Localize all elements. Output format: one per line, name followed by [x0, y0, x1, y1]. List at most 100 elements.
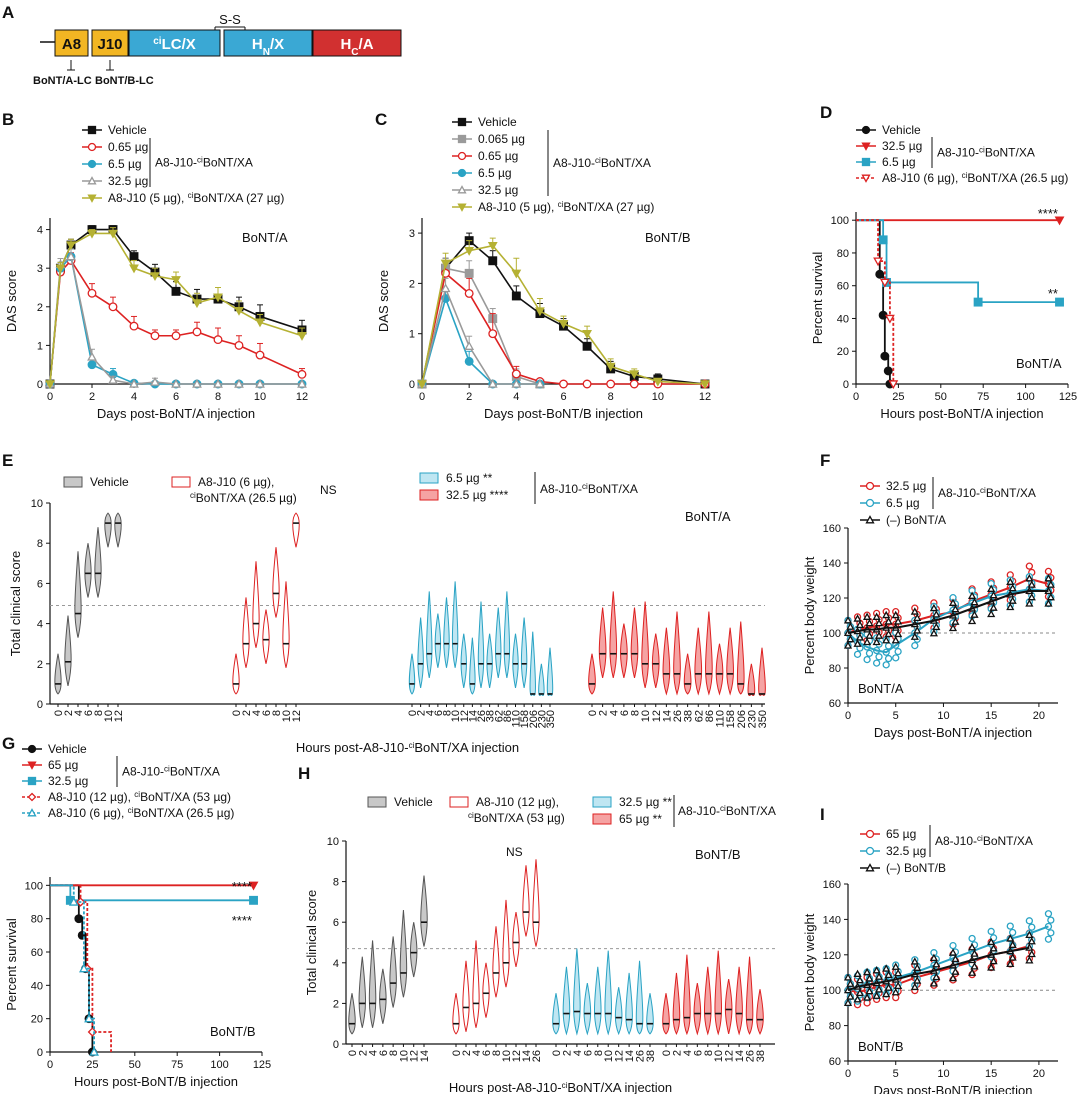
data-point	[488, 329, 498, 339]
scatter-point	[987, 584, 996, 592]
x-tick-label: 26	[745, 1050, 757, 1062]
violin	[641, 601, 649, 689]
legend-label: ciBoNT/XA (26.5 µg)	[190, 491, 297, 506]
violin	[472, 940, 480, 1028]
series-line	[421, 285, 540, 385]
violin	[683, 954, 691, 1036]
series-line	[49, 232, 303, 385]
scatter-point	[892, 654, 900, 662]
legend-label: Vehicle	[48, 742, 87, 756]
violin	[745, 956, 754, 1035]
legend-marker	[457, 203, 467, 212]
y-tick-label: 1	[409, 329, 415, 341]
x-tick-label: 10	[450, 710, 462, 722]
x-tick-label: 8	[608, 391, 614, 403]
data-point	[629, 370, 640, 380]
mean-line	[847, 577, 1049, 634]
legend-label: 32.5 µg	[882, 139, 922, 153]
violin	[358, 956, 366, 1028]
panel-annotation: BoNT/B	[695, 847, 741, 862]
legend-swatch	[63, 476, 83, 488]
violin	[443, 597, 450, 668]
x-tick-label: 12	[459, 710, 471, 722]
data-point	[511, 269, 522, 279]
x-tick-label: 12	[614, 1050, 626, 1062]
data-point	[559, 379, 568, 389]
y-tick-label: 60	[829, 698, 841, 710]
scatter-point	[1008, 583, 1017, 592]
data-point	[417, 380, 427, 390]
x-tick-label: 0	[845, 710, 851, 722]
x-tick-label: 100	[210, 1059, 228, 1071]
data-point	[234, 306, 244, 316]
legend-marker	[27, 792, 37, 802]
violin	[651, 633, 660, 689]
x-tick-label: 26	[672, 710, 684, 722]
x-tick-label: 4	[131, 391, 137, 403]
legend-marker	[87, 194, 97, 203]
data-point	[55, 264, 66, 274]
panel-label-b: B	[2, 110, 14, 129]
data-point	[74, 914, 84, 924]
panel-annotation: BoNT/B	[858, 1039, 904, 1054]
scatter-point	[894, 647, 902, 656]
data-point	[129, 264, 139, 274]
scatter-point	[948, 623, 958, 632]
legend-group-label: A8-J10-ciBoNT/XA	[122, 764, 220, 779]
survival-curve	[50, 884, 112, 1052]
panel-label-a: A	[2, 3, 14, 22]
x-tick-label: 0	[47, 391, 53, 403]
x-tick-label: 0	[419, 391, 425, 403]
scatter-point	[855, 975, 865, 984]
x-axis-label: Hours post-A8-J10-ciBoNT/XA injection	[449, 1080, 672, 1094]
violin	[736, 621, 745, 695]
violin	[705, 611, 713, 696]
violin	[635, 960, 644, 1035]
construct-box-label: A8	[62, 36, 81, 53]
data-point	[297, 369, 307, 379]
scatter-point	[1006, 922, 1014, 930]
legend-label: 32.5 µg	[886, 844, 926, 858]
scatter-point	[951, 604, 960, 613]
legend-label: (–) BoNT/A	[886, 513, 946, 527]
violin	[409, 922, 418, 978]
x-tick-label: 4	[368, 1050, 380, 1056]
legend-label: 65 µg	[886, 827, 916, 841]
data-point	[652, 377, 663, 387]
data-point	[234, 378, 244, 388]
scatter-point	[846, 979, 855, 987]
legend-marker	[861, 142, 871, 151]
x-tick-label: 15	[985, 710, 997, 722]
data-point	[77, 930, 87, 940]
legend-marker	[865, 829, 875, 839]
violin	[469, 637, 476, 695]
legend-swatch	[367, 796, 387, 808]
data-point	[487, 241, 498, 251]
x-tick-label: 6	[261, 710, 273, 716]
legend-label: (–) BoNT/B	[886, 861, 946, 875]
significance-label: ****	[1038, 206, 1058, 221]
legend-label: 6.5 µg	[478, 166, 512, 180]
data-point	[213, 293, 223, 303]
x-tick-label: 6	[582, 1050, 594, 1056]
scatter-point	[855, 988, 865, 997]
legend-swatch	[592, 796, 612, 808]
violin	[672, 972, 681, 1035]
legend-label: Vehicle	[108, 123, 147, 137]
legend-group-label: A8-J10-ciBoNT/XA	[937, 145, 1035, 160]
x-tick-label: 6	[173, 391, 179, 403]
scatter-point	[913, 963, 922, 971]
legend-label: 32.5 µg	[48, 774, 88, 788]
survival-curve	[856, 219, 1060, 303]
legend-label: 6.5 µg **	[446, 471, 493, 485]
violin	[512, 633, 519, 689]
x-tick-label: 0	[845, 1068, 851, 1080]
y-tick-label: 100	[25, 880, 43, 892]
data-point	[487, 378, 498, 388]
y-tick-label: 8	[37, 538, 43, 550]
legend-marker	[457, 134, 467, 144]
scatter-point	[863, 655, 871, 664]
violin	[452, 993, 460, 1035]
data-point	[87, 288, 97, 298]
